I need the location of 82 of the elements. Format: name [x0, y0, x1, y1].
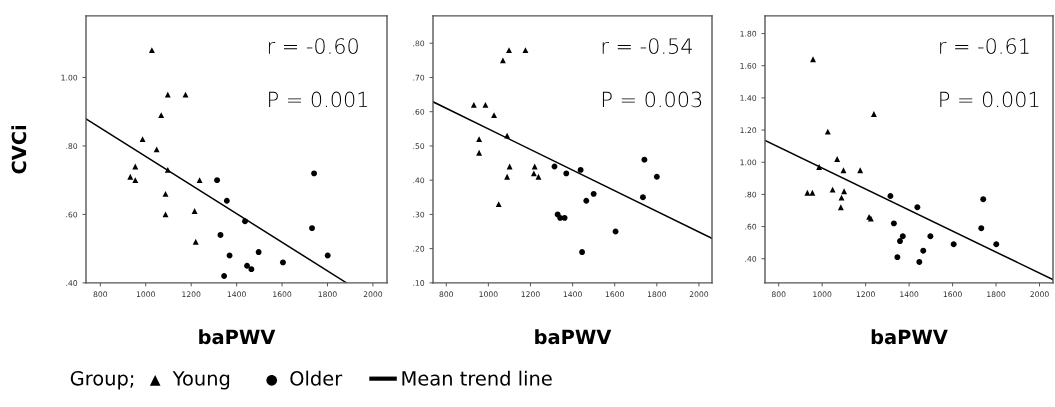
point: [491, 112, 498, 119]
point: [870, 111, 877, 117]
point: [890, 220, 897, 227]
point: [834, 156, 841, 162]
point: [927, 233, 934, 240]
x-axis-title: baPWV: [871, 329, 948, 345]
annotation: r = -0.60: [268, 38, 358, 54]
y-axis-title: CVCi: [11, 125, 27, 174]
point: [139, 136, 146, 143]
point: [980, 196, 987, 203]
point: [148, 47, 155, 54]
point: [223, 197, 230, 204]
legend-label: Mean trend line: [402, 370, 552, 386]
point: [978, 225, 985, 232]
point: [639, 194, 646, 201]
point: [214, 177, 221, 184]
point: [504, 132, 511, 139]
point: [579, 249, 586, 255]
point: [809, 189, 816, 196]
point: [841, 188, 848, 195]
point: [244, 262, 251, 269]
point: [993, 241, 1000, 248]
point: [577, 166, 584, 173]
point: [894, 254, 901, 261]
point: [162, 190, 169, 197]
point: [916, 259, 923, 265]
point: [829, 186, 836, 193]
annotation: r = -0.54: [602, 38, 692, 54]
annotation: P = 0.003: [602, 91, 702, 108]
annotation: P = 0.001: [269, 91, 368, 108]
point: [840, 167, 847, 174]
x-axis-title: baPWV: [199, 329, 276, 345]
point: [824, 128, 831, 135]
point: [535, 173, 542, 180]
point: [551, 163, 558, 170]
point: [221, 273, 228, 279]
point: [920, 247, 927, 254]
annotation: r = -0.61: [940, 38, 1029, 54]
legend-title: Group;: [70, 370, 134, 390]
point: [255, 249, 262, 255]
x-axis-title: baPWV: [535, 329, 612, 345]
point: [887, 193, 894, 199]
point: [242, 218, 248, 225]
point: [192, 238, 199, 245]
point: [311, 170, 318, 177]
point: [899, 233, 906, 240]
point: [583, 197, 590, 204]
point: [470, 101, 477, 108]
point: [563, 170, 570, 177]
point: [248, 266, 255, 273]
legend-label: Older: [290, 370, 343, 386]
point: [504, 173, 511, 180]
point: [217, 232, 224, 238]
point: [191, 208, 198, 214]
point: [164, 166, 171, 173]
point: [804, 189, 811, 196]
point: [164, 91, 171, 98]
point: [482, 101, 489, 108]
point: [838, 194, 845, 201]
point: [561, 214, 568, 221]
point: [506, 47, 512, 54]
point: [810, 56, 816, 63]
point: [196, 177, 203, 184]
point: [476, 149, 483, 156]
point: [127, 173, 134, 180]
point: [816, 164, 823, 171]
point: [897, 238, 903, 244]
point: [280, 259, 286, 266]
point: [590, 190, 597, 197]
point: [950, 241, 957, 248]
point: [162, 211, 169, 218]
point: [612, 228, 619, 235]
point: [226, 252, 233, 259]
point: [914, 204, 921, 211]
point: [641, 156, 648, 163]
point: [653, 173, 660, 180]
point: [476, 136, 483, 143]
annotation: P = 0.001: [940, 91, 1039, 108]
legend-label: Young: [172, 371, 230, 390]
point: [182, 91, 189, 98]
point: [309, 225, 315, 232]
point: [522, 47, 529, 54]
